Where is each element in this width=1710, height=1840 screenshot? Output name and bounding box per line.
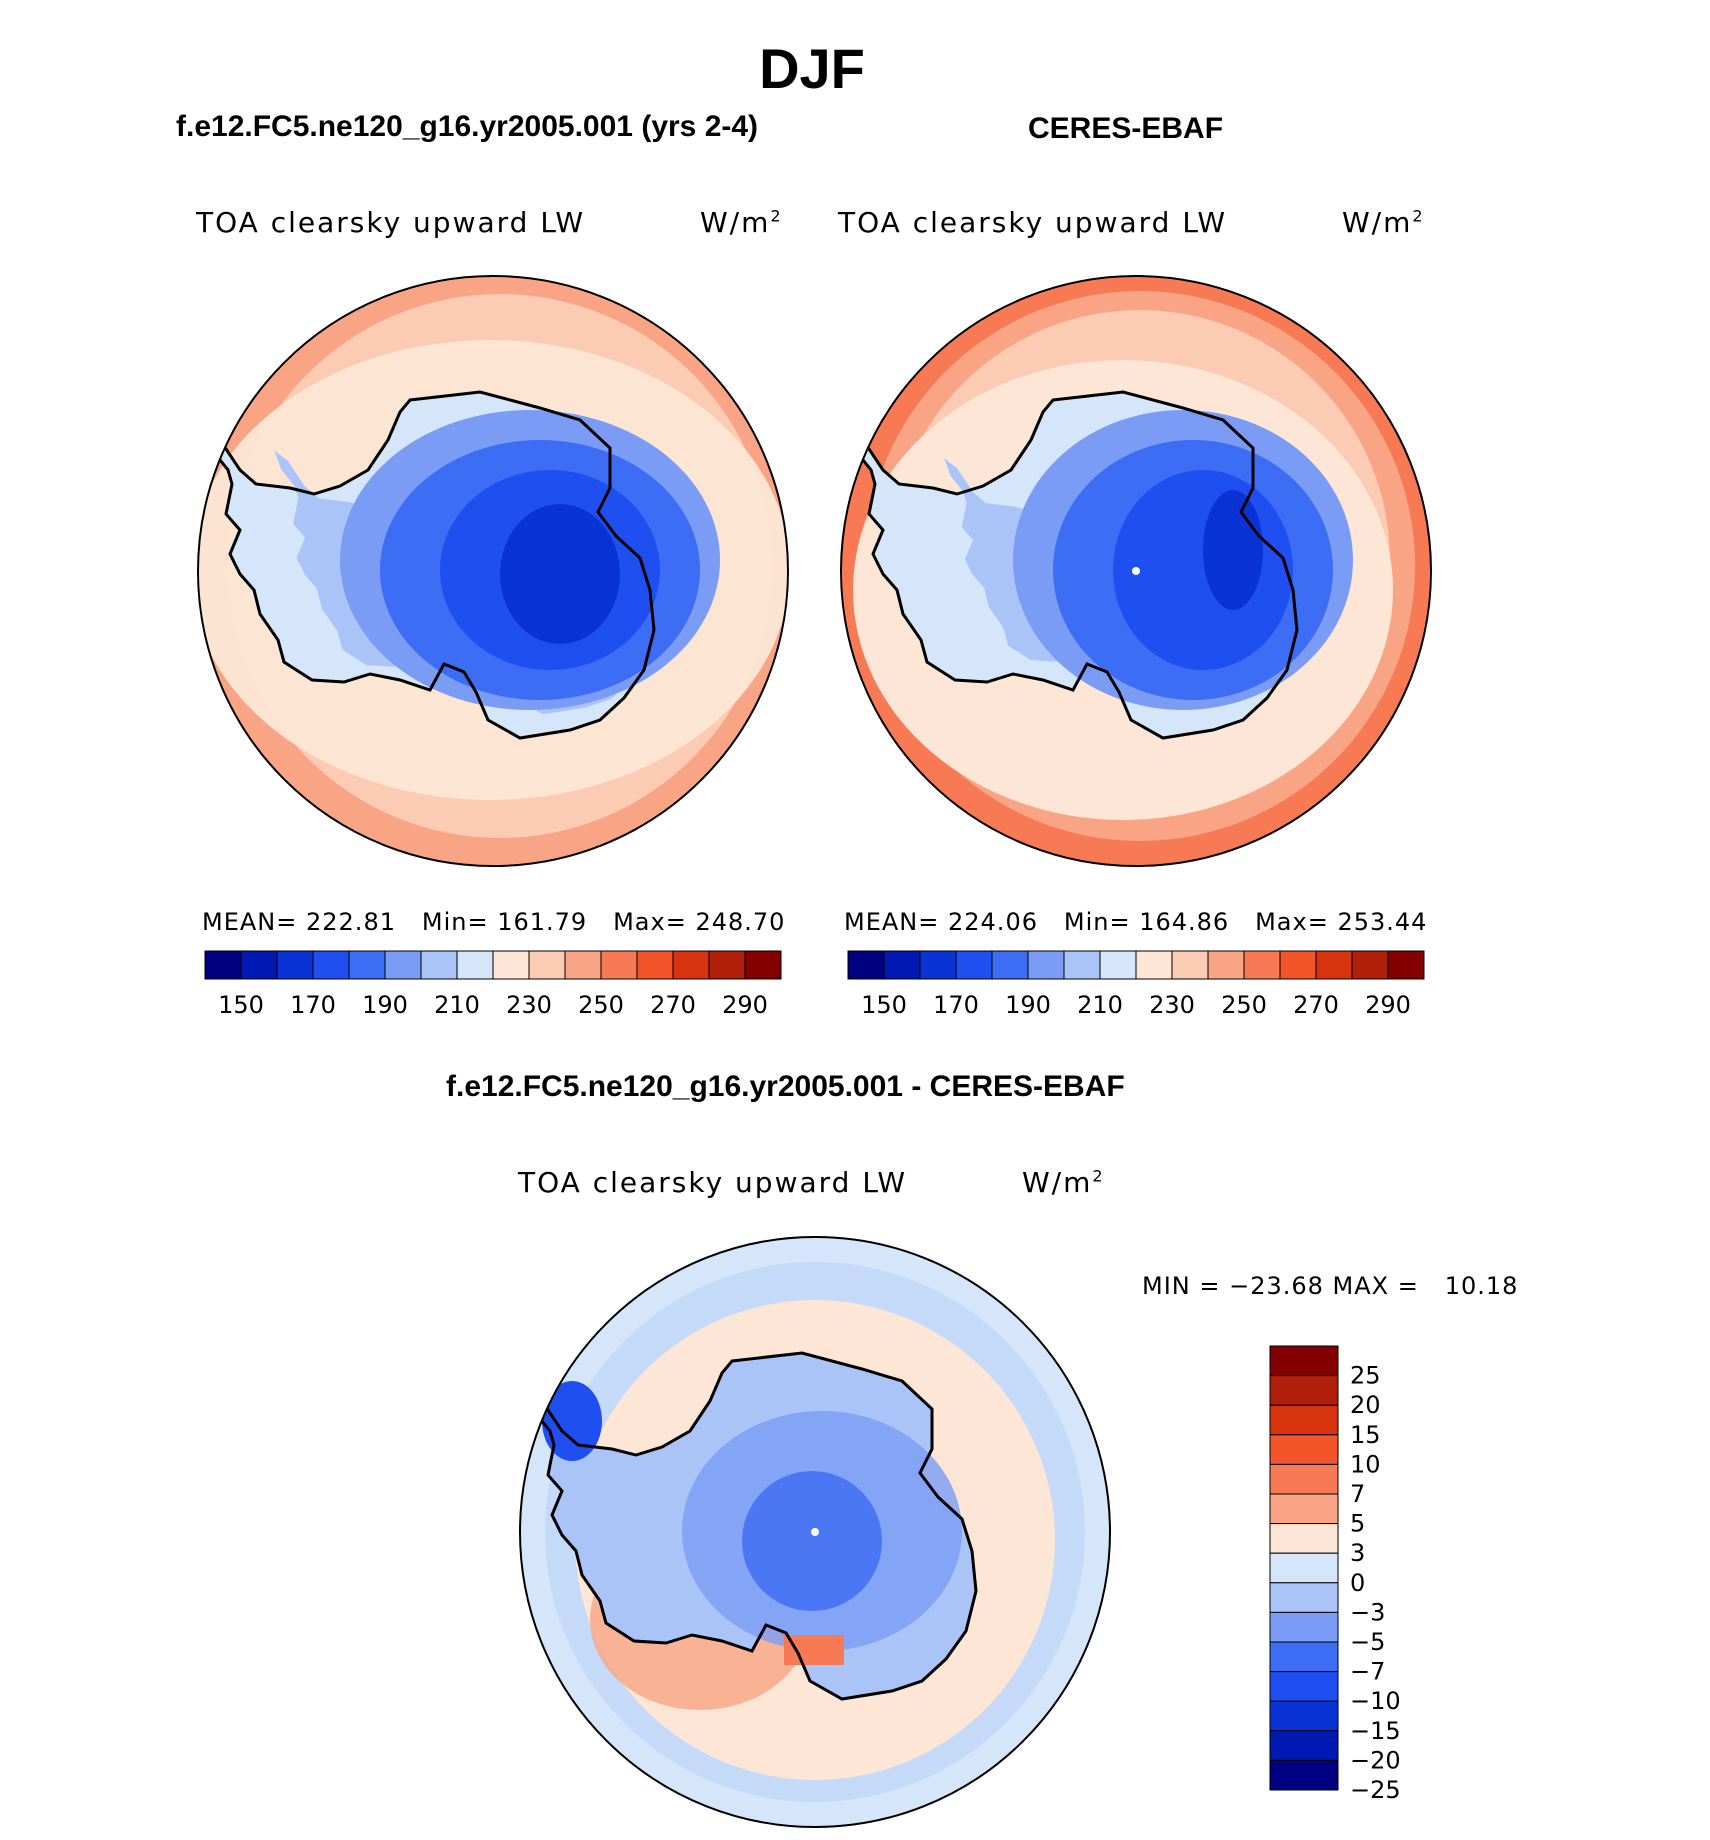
colorbar-tick-label: 210 [434, 991, 480, 1019]
colorbar-swatch [1269, 1345, 1339, 1377]
colorbar-swatch [600, 950, 638, 980]
colorbar-tick-label: −10 [1350, 1687, 1401, 1715]
colorbar-swatch [1027, 950, 1065, 980]
colorbar-swatch [1269, 1552, 1339, 1584]
colorbar-tick-label: 190 [362, 991, 408, 1019]
colorbar-swatch [1269, 1404, 1339, 1436]
colorbar-swatch [1269, 1700, 1339, 1732]
colorbar-swatch [1269, 1375, 1339, 1406]
colorbar-tick-label: −7 [1350, 1658, 1385, 1686]
colorbar-obs: 150 170 190 210 230 250 270 290 [847, 950, 1425, 1019]
map-model [197, 275, 789, 867]
stats-model: MEAN= 222.81 Min= 161.79 Max= 248.70 [202, 908, 786, 936]
variable-label-model: TOA clearsky upward LW [196, 206, 586, 239]
colorbar-swatch [1207, 950, 1245, 980]
colorbar-tick-label: 5 [1350, 1510, 1365, 1538]
colorbar-swatch [204, 950, 242, 980]
colorbar-swatch [636, 950, 674, 980]
colorbar-tick-label: 170 [290, 991, 336, 1019]
colorbar-swatch [1269, 1434, 1339, 1465]
colorbar-swatch [456, 950, 494, 980]
colorbar-tick-label: −5 [1350, 1628, 1385, 1656]
colorbar-swatch [1269, 1641, 1339, 1673]
colorbar-tick-label: 250 [1221, 991, 1267, 1019]
colorbar-tick-label: 190 [1005, 991, 1051, 1019]
colorbar-swatch [1351, 950, 1389, 980]
stats-obs: MEAN= 224.06 Min= 164.86 Max= 253.44 [844, 908, 1428, 936]
stats-diff: MIN = −23.68 MAX = 10.18 [1142, 1272, 1519, 1300]
colorbar-tick-label: 150 [218, 991, 264, 1019]
units-label-obs: W/m2 [1342, 206, 1425, 239]
colorbar-swatch [1135, 950, 1173, 980]
colorbar-swatch [955, 950, 993, 980]
colorbar-swatch [1269, 1730, 1339, 1761]
colorbar-swatch [528, 950, 566, 980]
colorbar-tick-label: 170 [933, 991, 979, 1019]
colorbar-swatch [420, 950, 458, 980]
map-diff [519, 1236, 1111, 1828]
panel-title-obs: CERES-EBAF [1028, 112, 1224, 145]
colorbar-tick-label: 0 [1350, 1569, 1365, 1597]
colorbar-tick-label: 270 [650, 991, 696, 1019]
colorbar-tick-label: 150 [861, 991, 907, 1019]
colorbar-tick-label: −3 [1350, 1598, 1385, 1626]
colorbar-swatch [708, 950, 746, 980]
colorbar-swatch [1269, 1759, 1339, 1791]
colorbar-tick-label: −20 [1350, 1746, 1401, 1774]
colorbar-tick-label: 230 [506, 991, 552, 1019]
colorbar-tick-label: −25 [1350, 1776, 1401, 1804]
colorbar-tick-label: 290 [1365, 991, 1411, 1019]
colorbar-model: 150 170 190 210 230 250 270 290 [204, 950, 782, 1019]
colorbar-swatch [348, 950, 386, 980]
map-obs [840, 275, 1432, 867]
colorbar-swatch [672, 950, 710, 980]
colorbar-tick-label: −15 [1350, 1717, 1401, 1745]
colorbar-tick-label: 230 [1149, 991, 1195, 1019]
colorbar-swatch [1279, 950, 1317, 980]
colorbar-tick-label: 7 [1350, 1480, 1365, 1508]
variable-label-obs: TOA clearsky upward LW [838, 206, 1228, 239]
units-label-model: W/m2 [700, 206, 783, 239]
colorbar-swatch [1243, 950, 1281, 980]
panel-title-model: f.e12.FC5.ne120_g16.yr2005.001 (yrs 2-4) [176, 110, 759, 143]
units-label-diff: W/m2 [1022, 1166, 1105, 1199]
colorbar-swatch [384, 950, 422, 980]
colorbar-swatch [312, 950, 350, 980]
colorbar-tick-label: 290 [722, 991, 768, 1019]
colorbar-swatch [276, 950, 314, 980]
panel-title-diff: f.e12.FC5.ne120_g16.yr2005.001 - CERES-E… [446, 1070, 1125, 1103]
colorbar-swatch [564, 950, 602, 980]
colorbar-swatch [1099, 950, 1137, 980]
colorbar-swatch [1315, 950, 1353, 980]
colorbar-swatch [1387, 950, 1425, 980]
colorbar-tick-label: 3 [1350, 1539, 1365, 1567]
colorbar-swatch [883, 950, 921, 980]
colorbar-swatch [1269, 1493, 1339, 1525]
colorbar-swatch [847, 950, 885, 980]
colorbar-tick-label: 210 [1077, 991, 1123, 1019]
colorbar-swatch [492, 950, 530, 980]
colorbar-swatch [991, 950, 1029, 980]
colorbar-swatch [744, 950, 782, 980]
colorbar-swatch [1269, 1582, 1339, 1613]
colorbar-tick-label: 250 [578, 991, 624, 1019]
colorbar-tick-label: 20 [1350, 1391, 1381, 1419]
colorbar-swatch [1171, 950, 1209, 980]
main-title: DJF [759, 37, 865, 100]
colorbar-tick-label: 270 [1293, 991, 1339, 1019]
colorbar-swatch [1063, 950, 1101, 980]
colorbar-swatch [240, 950, 278, 980]
colorbar-swatch [1269, 1671, 1339, 1702]
variable-label-diff: TOA clearsky upward LW [518, 1166, 908, 1199]
colorbar-tick-label: 15 [1350, 1421, 1381, 1449]
colorbar-tick-label: 25 [1350, 1362, 1381, 1390]
colorbar-swatch [919, 950, 957, 980]
colorbar-swatch [1269, 1523, 1339, 1554]
colorbar-swatch [1269, 1611, 1339, 1643]
colorbar-tick-label: 10 [1350, 1450, 1381, 1478]
colorbar-swatch [1269, 1463, 1339, 1495]
